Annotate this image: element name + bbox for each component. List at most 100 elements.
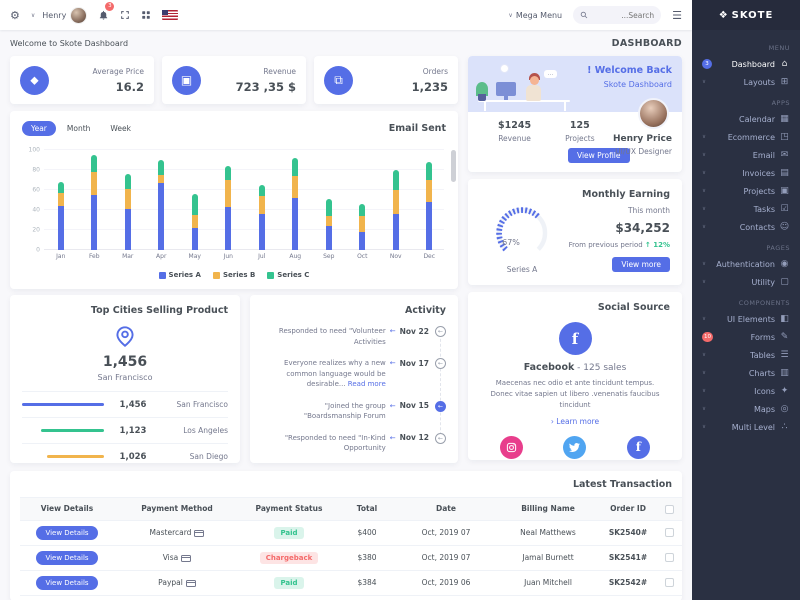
bar-segment-series-a — [392, 214, 399, 250]
sidebar-item-layouts[interactable]: ∨ Layouts ⊞ — [702, 73, 790, 91]
row-checkbox[interactable] — [664, 528, 674, 538]
language-flag-us[interactable] — [162, 10, 179, 20]
bar-segment-series-b — [258, 196, 265, 214]
timeline-dot-icon: ← — [435, 326, 446, 337]
x-axis-label: Oct — [357, 253, 368, 260]
bar-segment-series-c — [392, 170, 399, 190]
social-channels: Instagramsales 104Twittersales 112fFaceb… — [480, 435, 670, 460]
credit-card-icon — [185, 579, 196, 587]
illustration-monitor — [496, 82, 516, 96]
read-more-link[interactable]: Read more — [345, 380, 386, 388]
topbar-right: ∨ Mega Menu ☰ — [508, 6, 682, 24]
cell-billing-name: Juan Mitchell — [496, 570, 600, 596]
tab-month[interactable]: Month — [66, 124, 91, 133]
scrollbar-thumb[interactable] — [451, 150, 456, 182]
view-profile-button[interactable]: View Profile — [568, 148, 630, 163]
sidebar-item-tables[interactable]: ∨ Tables ☰ — [702, 346, 790, 364]
skote-logo-icon: ❖ — [718, 9, 728, 21]
cell-total: $384 — [338, 570, 396, 596]
sidebar-item-multi-level[interactable]: ∨ Multi Level ∴ — [702, 418, 790, 436]
table-row: View Details Mastercard Paid $400 Oct, 2019 … — [20, 520, 682, 546]
sidebar-item-ecommerce[interactable]: ∨ Ecommerce ◳ — [702, 128, 790, 146]
sidebar-item-forms[interactable]: 10 Forms ✎ — [702, 328, 790, 346]
chevron-down-icon: ∨ — [702, 206, 707, 212]
status-badge: Paid — [274, 576, 304, 589]
tab-week[interactable]: Week — [110, 124, 131, 133]
user-menu[interactable]: ∨ Henry — [31, 6, 88, 24]
row-checkbox[interactable] — [664, 553, 674, 563]
legend-swatch — [212, 271, 220, 279]
sidebar-item-label: Calendar — [739, 114, 775, 124]
row-checkbox[interactable] — [664, 578, 674, 588]
sidebar-item-projects[interactable]: ∨ Projects ▣ — [702, 182, 790, 200]
mega-menu-button[interactable]: ∨ Mega Menu — [508, 11, 562, 20]
column-header-date: Date — [396, 497, 496, 521]
legend-label: Series A — [168, 271, 201, 279]
sidebar-badge: 10 — [702, 332, 713, 342]
chevron-down-icon: ∨ — [702, 424, 707, 430]
sidebar-item-contacts[interactable]: ∨ Contacts ☺ — [702, 218, 790, 236]
bar-segment-series-c — [124, 174, 131, 189]
cell-order-id: SK2540# — [600, 520, 656, 546]
projects-icon: ▣ — [780, 186, 789, 196]
sidebar-item-tasks[interactable]: ∨ Tasks ☑ — [702, 200, 790, 218]
tab-year[interactable]: Year — [22, 121, 56, 136]
notifications-button[interactable]: 3 — [98, 1, 115, 25]
sidebar-item-charts[interactable]: ∨ Charts ▥ — [702, 364, 790, 382]
cell-payment-status: Chargeback — [240, 545, 338, 571]
sidebar-item-label: Tables — [750, 350, 775, 360]
x-axis-label: Dec — [423, 253, 436, 260]
arrow-left-icon: ← — [389, 433, 396, 442]
hamburger-menu-icon[interactable]: ☰ — [672, 8, 682, 22]
radial-chart: 67% Series A — [480, 202, 564, 274]
sidebar-item-invoices[interactable]: ∨ Invoices ▤ — [702, 164, 790, 182]
legend-label: Series B — [222, 271, 256, 279]
view-details-button[interactable]: View Details — [36, 575, 98, 590]
fullscreen-icon — [121, 11, 130, 19]
welcome-text: Welcome to Skote Dashboard — [10, 39, 129, 48]
email-sent-title: Email Sent — [388, 123, 446, 134]
status-badge: Chargeback — [259, 551, 319, 564]
chevron-down-icon: ∨ — [702, 134, 707, 140]
social-headline: Facebook - 125 sales — [523, 362, 627, 373]
social-channel-twitter[interactable]: Twittersales 112 — [543, 435, 606, 460]
sidebar-item-label: Charts — [748, 368, 775, 378]
email-sent-tabs: Year Month Week — [22, 121, 140, 136]
sidebar-item-label: Dashboard — [731, 59, 775, 69]
search-box — [573, 6, 662, 24]
stats-row: ⬥ Average Price 16.2 ▣ Revenue 723 ,35 $ ⧉ Orde… — [10, 56, 458, 104]
city-row-san-francisco: 1,456 San Francisco — [22, 391, 228, 417]
sidebar-item-ui-elements[interactable]: ∨ UI Elements ◧ — [702, 310, 790, 328]
cell-select — [656, 595, 682, 600]
earning-delta: ↑ 12% — [644, 241, 670, 249]
social-channel-facebook[interactable]: fFacebooksales 125 — [607, 435, 670, 460]
cell-date: Oct, 2019 07 — [396, 520, 496, 546]
email-sent-card: Year Month Week Email Sent 0 20 40 60 80 100 Ja… — [10, 111, 458, 289]
brand-logo[interactable]: ❖ SKOTE — [692, 0, 800, 30]
social-channel-instagram[interactable]: Instagramsales 104 — [480, 435, 543, 460]
settings-gear-icon[interactable]: ⚙ — [10, 8, 20, 22]
sidebar-item-dashboard[interactable]: 3 Dashboard ⌂ — [702, 55, 790, 73]
view-details-button[interactable]: View Details — [36, 525, 98, 540]
stat-card-revenue: ▣ Revenue 723 ,35 $ — [162, 56, 306, 104]
y-axis-label: 60 — [32, 186, 40, 194]
forms-icon: ✎ — [780, 332, 789, 342]
search-input[interactable] — [592, 10, 655, 20]
view-details-button[interactable]: View Details — [36, 550, 98, 565]
view-more-button[interactable]: View more — [612, 257, 670, 272]
apps-grid-button[interactable] — [141, 10, 151, 20]
earning-comparison: From previous period ↑ 12% — [568, 241, 670, 249]
select-all-checkbox[interactable] — [664, 504, 674, 514]
chart-month-labels: Jan Feb Mar Apr May Jun Jul Aug Sep Oct Nov Dec — [22, 253, 446, 263]
activity-text: Everyone realizes why a new common langu… — [284, 359, 386, 388]
fullscreen-button[interactable] — [120, 10, 130, 20]
sidebar-item-maps[interactable]: ∨ Maps ◎ — [702, 400, 790, 418]
sidebar-item-utility[interactable]: ∨ Utility ▢ — [702, 273, 790, 291]
sidebar-item-icons[interactable]: ∨ Icons ✦ — [702, 382, 790, 400]
sidebar-item-calendar[interactable]: Calendar ▦ — [702, 110, 790, 128]
sidebar-item-authentication[interactable]: ∨ Authentication ◉ — [702, 255, 790, 273]
learn-more-link[interactable]: › Learn more — [550, 416, 600, 426]
cell-total: $412 — [338, 595, 396, 600]
activity-card: Activity Responded to need "Volunteer Ac… — [250, 295, 458, 463]
sidebar-item-email[interactable]: ∨ Email ✉ — [702, 146, 790, 164]
